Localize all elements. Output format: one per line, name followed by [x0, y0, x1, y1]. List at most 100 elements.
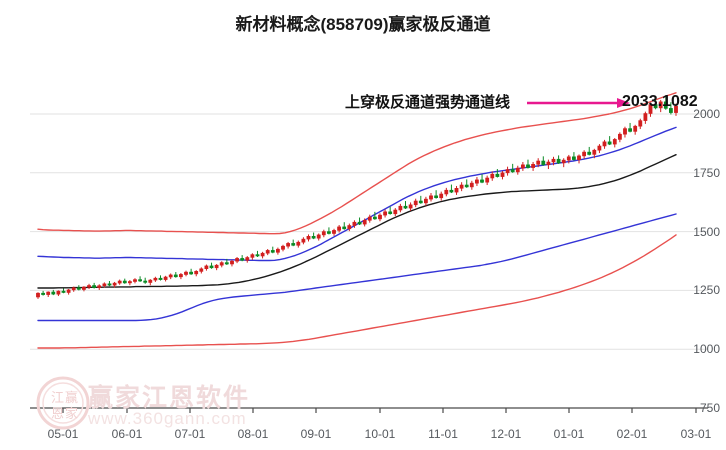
candle-body — [301, 238, 306, 243]
candle-body — [250, 254, 255, 258]
candle-body — [413, 200, 418, 206]
candle-body — [474, 179, 479, 184]
candle-body — [97, 285, 102, 288]
x-axis-tick-label: 06-01 — [111, 427, 143, 441]
candle-body — [112, 282, 117, 286]
candle-body — [184, 271, 188, 275]
candle-body — [321, 231, 326, 236]
x-axis-tick-label: 10-01 — [364, 427, 396, 441]
candle-body — [653, 104, 658, 109]
candle-body — [638, 120, 643, 127]
candle-body — [265, 250, 270, 254]
candle-body — [362, 220, 367, 225]
candle-body — [204, 265, 209, 269]
candle-body — [102, 283, 107, 286]
candle-body — [587, 151, 592, 155]
svg-text:家: 家 — [65, 406, 78, 421]
candle-body — [561, 159, 566, 164]
candle-body — [107, 283, 112, 286]
candle-body — [372, 216, 377, 220]
candle-body — [326, 231, 331, 234]
candle-body — [189, 271, 194, 275]
x-axis-tick-label: 11-01 — [428, 427, 458, 441]
candle-body — [408, 204, 413, 209]
candle-body — [36, 292, 40, 298]
candle-body — [224, 262, 229, 265]
y-axis-tick-label: 750 — [699, 401, 720, 415]
candle-body — [546, 161, 551, 166]
last-price-label: 2033.1082 — [622, 93, 698, 110]
candle-body — [306, 236, 311, 240]
candle-body — [92, 285, 97, 288]
candle-body — [214, 264, 219, 269]
candle-body — [148, 279, 153, 283]
candle-body — [286, 243, 291, 247]
x-axis-tick-label: 08-01 — [237, 427, 269, 441]
y-axis-tick-label: 1000 — [693, 342, 720, 357]
candle-body — [607, 141, 612, 145]
candle-body — [316, 234, 321, 239]
candle-body — [87, 285, 91, 288]
candle-body — [133, 279, 137, 282]
series-line — [37, 126, 677, 262]
candle-body — [260, 252, 265, 257]
series-line — [37, 92, 677, 235]
x-axis-tick-label: 09-01 — [300, 427, 332, 441]
candle-body — [454, 188, 459, 193]
candle-body — [179, 274, 183, 278]
candle-body — [418, 200, 423, 204]
candle-body — [117, 280, 122, 284]
candle-body — [163, 276, 168, 280]
candle-body — [153, 277, 158, 281]
candle-body — [582, 151, 587, 157]
candle-body — [398, 205, 403, 211]
candle-body — [495, 173, 500, 177]
candle-body — [668, 108, 673, 113]
candle-body — [158, 277, 163, 280]
candle-body — [199, 268, 204, 272]
candle-body — [245, 257, 250, 261]
candle-body — [485, 177, 490, 183]
candle-body — [337, 226, 342, 231]
candle-body — [674, 105, 678, 113]
x-axis-tick-label: 02-01 — [616, 427, 648, 441]
candle-body — [173, 274, 178, 278]
candle-body — [449, 189, 454, 193]
candle-body — [444, 189, 449, 195]
candle-body — [378, 214, 382, 220]
candle-body — [357, 221, 362, 225]
candle-body — [648, 104, 653, 114]
candle-body — [128, 281, 132, 284]
annotation-label: 上穿极反通道强势通道线 — [345, 94, 511, 111]
candle-body — [515, 167, 520, 173]
candle-body — [423, 198, 428, 204]
candle-body — [429, 195, 433, 200]
x-axis-tick-label: 12-01 — [490, 427, 522, 441]
x-axis-tick-label: 01-01 — [553, 427, 585, 441]
page-title: 新材料概念(858709)赢家极反通道 — [235, 15, 491, 34]
candle-body — [526, 164, 530, 168]
candle-body — [480, 179, 484, 183]
candle-body — [209, 265, 214, 269]
candle-body — [235, 258, 240, 262]
candle-body — [66, 289, 71, 293]
candle-body — [56, 290, 61, 295]
candle-body — [602, 141, 607, 147]
y-axis-tick-label: 1500 — [693, 224, 720, 239]
candle-body — [520, 164, 525, 169]
candle-body — [219, 262, 224, 266]
candle-body — [311, 236, 316, 239]
candle-body — [658, 101, 663, 109]
candle-body — [41, 292, 46, 295]
candle-body — [536, 160, 541, 165]
watermark-brand: 赢家江恩软件 — [88, 384, 251, 412]
annotation-arrow-head — [617, 98, 630, 108]
y-axis-tick-label: 1250 — [693, 283, 720, 298]
candle-body — [347, 225, 352, 230]
svg-text:恩: 恩 — [51, 406, 64, 421]
candle-body — [138, 279, 143, 282]
candle-body — [342, 226, 347, 230]
candle-body — [383, 211, 388, 216]
candle-body — [592, 149, 597, 155]
candle-body — [403, 205, 408, 209]
